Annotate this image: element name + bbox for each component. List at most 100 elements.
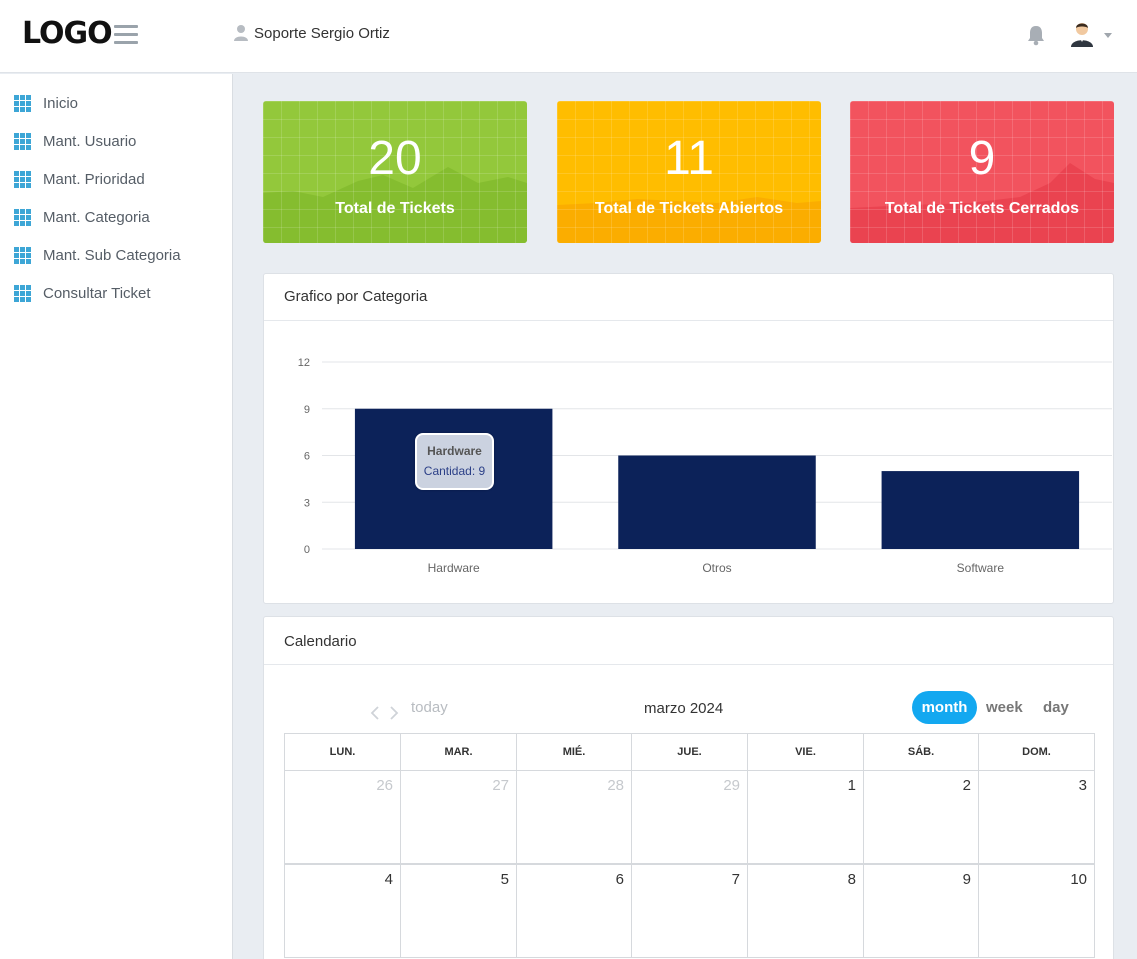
calendar-month-title: marzo 2024 — [644, 700, 724, 717]
chevron-right-icon[interactable] — [390, 706, 399, 720]
grid-icon — [14, 246, 31, 264]
stat-value: 20 — [368, 132, 422, 185]
current-user: Soporte Sergio Ortiz — [233, 24, 390, 42]
weekday-header: VIE. — [747, 733, 864, 771]
sidebar-item-usuario[interactable]: Mant. Usuario — [14, 131, 136, 151]
stat-label: Total de Tickets Cerrados — [884, 200, 1080, 217]
panel-title: Calendario — [284, 633, 357, 650]
sidebar-item-consultar-ticket[interactable]: Consultar Ticket — [14, 283, 151, 303]
x-tick-label: Otros — [702, 561, 731, 575]
weekday-header: JUE. — [631, 733, 748, 771]
sidebar: Inicio Mant. Usuario Mant. Prioridad Man… — [0, 74, 233, 959]
weekday-header: SÁB. — [863, 733, 979, 771]
chevron-down-icon[interactable] — [1104, 33, 1112, 38]
stat-card-total: 20 Total de Tickets — [263, 101, 527, 243]
view-week-button[interactable]: week — [986, 699, 1023, 716]
sidebar-item-label: Mant. Categoria — [43, 208, 150, 226]
user-icon — [234, 25, 248, 41]
mountain-decoration — [557, 197, 821, 243]
panel-title: Grafico por Categoria — [284, 288, 428, 305]
y-tick-label: 12 — [298, 357, 310, 369]
bar-otros[interactable] — [618, 455, 816, 550]
sidebar-item-label: Mant. Usuario — [43, 132, 137, 150]
day-number: 2 — [962, 777, 971, 794]
calendar-day-cell[interactable]: 9 — [863, 864, 979, 958]
hamburger-menu-icon[interactable] — [114, 25, 138, 45]
calendar-day-cell[interactable]: 28 — [516, 770, 632, 864]
calendar-panel: Calendario today marzo 2024 month week d… — [263, 616, 1114, 959]
sidebar-item-label: Consultar Ticket — [43, 284, 151, 302]
day-number: 9 — [962, 871, 971, 888]
calendar-nav — [370, 706, 399, 720]
x-tick-label: Hardware — [428, 561, 480, 575]
bar-software[interactable] — [881, 471, 1080, 549]
mountain-decoration — [850, 163, 1114, 243]
calendar-day-cell[interactable]: 2 — [863, 770, 979, 864]
calendar-day-cell[interactable]: 5 — [400, 864, 517, 958]
grid-icon — [14, 208, 31, 226]
grid-icon — [14, 94, 31, 112]
day-number: 6 — [615, 871, 624, 888]
calendar-day-cell[interactable]: 29 — [631, 770, 748, 864]
day-number: 7 — [731, 871, 740, 888]
sidebar-item-inicio[interactable]: Inicio — [14, 93, 78, 113]
today-button[interactable]: today — [411, 699, 448, 716]
y-tick-label: 6 — [304, 451, 310, 463]
calendar-day-cell[interactable]: 6 — [516, 864, 632, 958]
y-tick-label: 3 — [304, 497, 310, 509]
chevron-left-icon[interactable] — [370, 706, 379, 720]
logo[interactable]: LOGO — [22, 16, 113, 51]
view-day-button[interactable]: day — [1043, 699, 1069, 716]
day-number: 3 — [1078, 777, 1087, 794]
stat-value: 11 — [664, 132, 714, 185]
stat-card-abiertos: 11 Total de Tickets Abiertos — [557, 101, 821, 243]
day-number: 4 — [384, 871, 393, 888]
sidebar-item-categoria[interactable]: Mant. Categoria — [14, 207, 150, 227]
weekday-header: MAR. — [400, 733, 517, 771]
calendar-day-cell[interactable]: 7 — [631, 864, 748, 958]
top-header: LOGO Soporte Sergio Ortiz — [0, 0, 1137, 73]
sidebar-item-sub-categoria[interactable]: Mant. Sub Categoria — [14, 245, 181, 265]
calendar-day-cell[interactable]: 26 — [284, 770, 401, 864]
calendar-day-cell[interactable]: 3 — [978, 770, 1095, 864]
weekday-header: DOM. — [978, 733, 1095, 771]
stat-label: Total de Tickets — [335, 200, 455, 217]
day-number: 29 — [723, 777, 740, 794]
stat-label: Total de Tickets Abiertos — [594, 200, 784, 217]
view-month-button[interactable]: month — [912, 691, 977, 724]
y-tick-label: 9 — [304, 404, 310, 416]
sidebar-item-label: Inicio — [43, 94, 79, 112]
chart-tooltip: Hardware Cantidad: 9 — [415, 433, 494, 490]
day-number: 28 — [607, 777, 624, 794]
x-tick-label: Software — [957, 561, 1005, 575]
day-number: 8 — [847, 871, 856, 888]
y-tick-label: 0 — [304, 544, 310, 556]
bell-icon[interactable] — [1026, 24, 1046, 46]
grid-icon — [14, 284, 31, 302]
day-number: 10 — [1070, 871, 1087, 888]
avatar[interactable] — [1068, 20, 1096, 48]
tooltip-value: Cantidad: 9 — [423, 464, 486, 478]
tooltip-title: Hardware — [427, 444, 482, 458]
sidebar-item-label: Mant. Prioridad — [43, 170, 145, 188]
day-number: 1 — [847, 777, 856, 794]
sidebar-item-prioridad[interactable]: Mant. Prioridad — [14, 169, 145, 189]
grid-icon — [14, 170, 31, 188]
calendar-day-cell[interactable]: 27 — [400, 770, 517, 864]
day-number: 26 — [376, 777, 393, 794]
calendar-day-cell[interactable]: 1 — [747, 770, 864, 864]
chart-panel: Grafico por Categoria 0 3 6 9 12 Hardware Otro… — [263, 273, 1114, 604]
category-bar-chart: 0 3 6 9 12 Hardware Otros Software — [298, 357, 1112, 575]
stat-card-cerrados: 9 Total de Tickets Cerrados — [850, 101, 1114, 243]
grid-icon — [14, 132, 31, 150]
day-number: 5 — [500, 871, 509, 888]
current-user-name: Soporte Sergio Ortiz — [254, 24, 390, 42]
sidebar-item-label: Mant. Sub Categoria — [43, 246, 181, 264]
calendar-day-cell[interactable]: 10 — [978, 864, 1095, 958]
mountain-decoration — [263, 167, 527, 243]
calendar-day-cell[interactable]: 8 — [747, 864, 864, 958]
weekday-header: MIÉ. — [516, 733, 632, 771]
stat-value: 9 — [968, 132, 996, 185]
weekday-header: LUN. — [284, 733, 401, 771]
calendar-day-cell[interactable]: 4 — [284, 864, 401, 958]
